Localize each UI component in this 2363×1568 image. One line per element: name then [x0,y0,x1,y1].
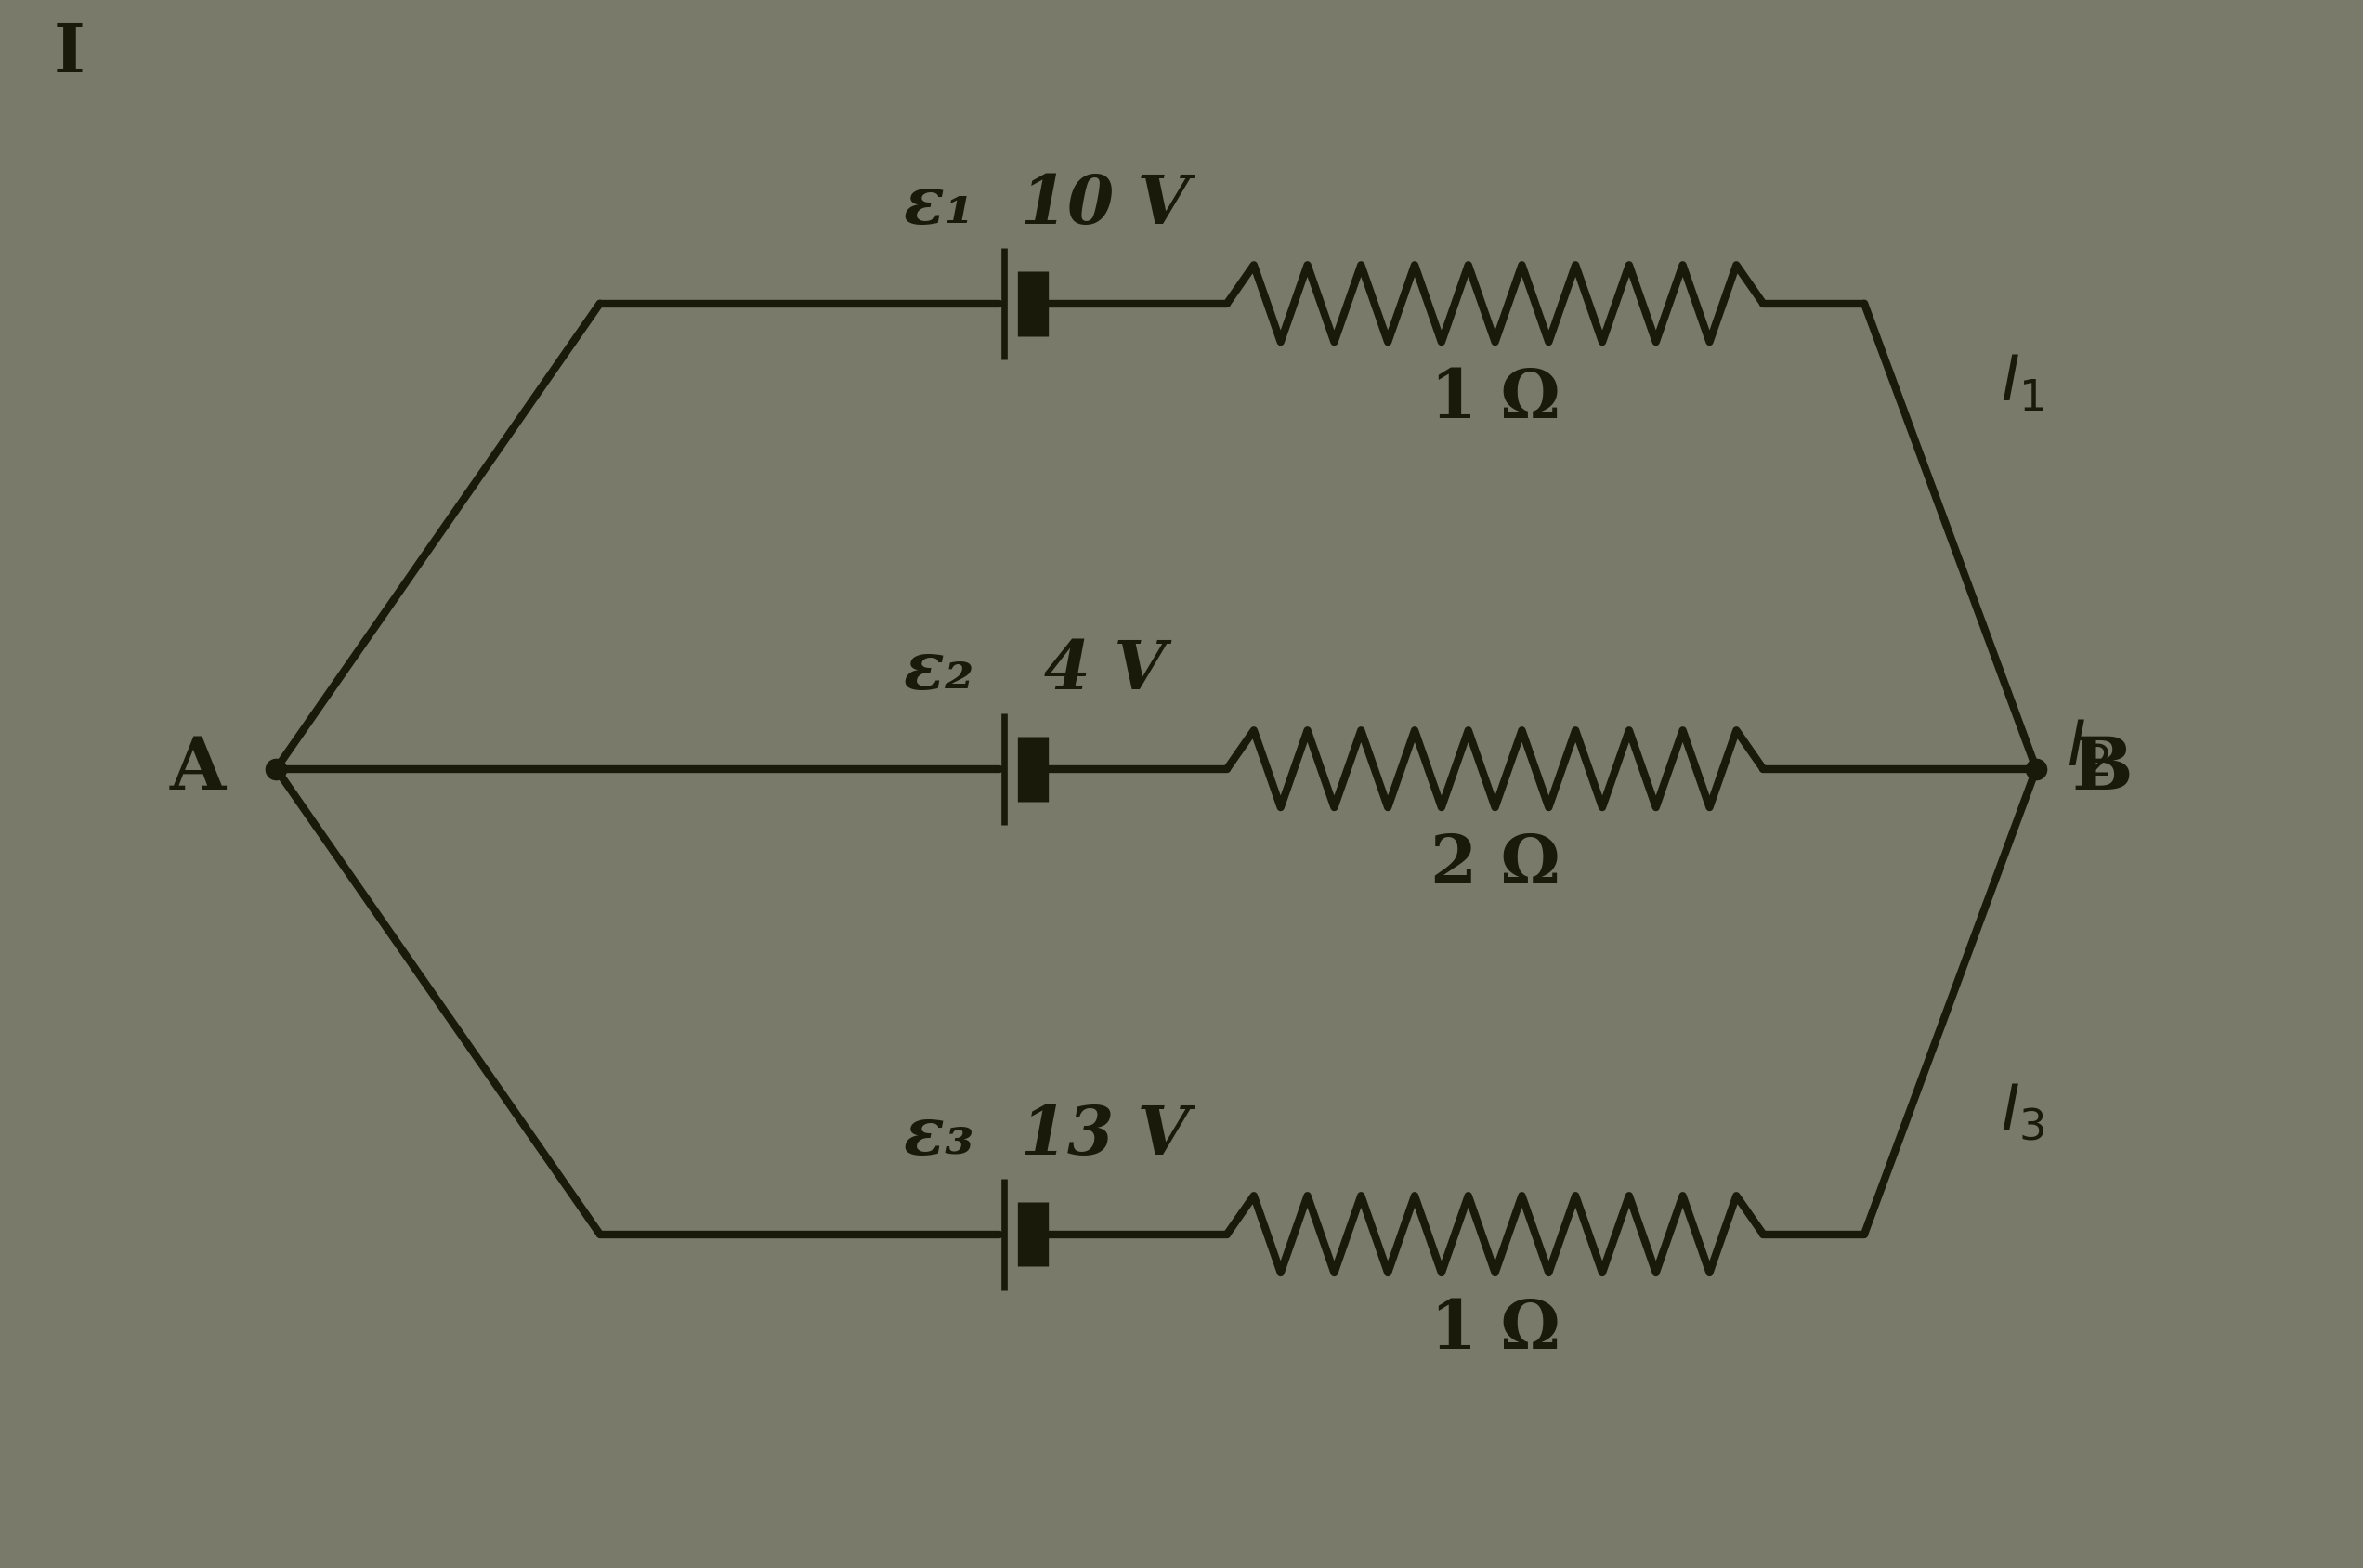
Text: B: B [2072,734,2134,804]
Text: A: A [170,734,224,804]
Text: ε₃  13 V: ε₃ 13 V [903,1102,1189,1168]
Text: 2 Ω: 2 Ω [1430,831,1560,897]
Text: $I_3$: $I_3$ [2001,1082,2044,1143]
Text: ε₂   4 V: ε₂ 4 V [903,637,1165,702]
Text: 1 Ω: 1 Ω [1430,1297,1560,1363]
Text: 1 Ω: 1 Ω [1430,367,1560,433]
Text: ε₁  10 V: ε₁ 10 V [903,172,1189,238]
Text: $I_2$: $I_2$ [2068,718,2110,779]
Text: I: I [54,20,85,86]
Text: $I_1$: $I_1$ [2001,354,2044,414]
